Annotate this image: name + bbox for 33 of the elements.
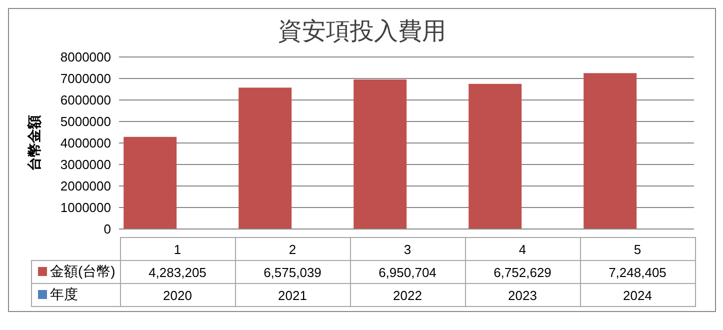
y-tick-label: 7000000 [60, 71, 111, 86]
x-tick-label: 2 [235, 238, 350, 260]
bar [124, 136, 177, 229]
y-tick-label: 2000000 [60, 178, 111, 194]
bar [584, 73, 637, 229]
data-label: 2024 [580, 284, 695, 306]
bar [468, 84, 522, 229]
y-tick-label: 8000000 [60, 50, 111, 65]
data-label: 2020 [120, 284, 235, 306]
y-tick-label: 3000000 [60, 157, 111, 172]
data-label: 7,248,405 [580, 260, 695, 284]
data-label: 6,950,704 [350, 260, 465, 284]
x-tick-label: 5 [580, 238, 695, 260]
data-label: 2021 [235, 284, 350, 306]
y-tick-label: 4000000 [60, 136, 111, 151]
data-label: 2022 [350, 284, 465, 306]
y-tick-label: 6000000 [60, 92, 111, 108]
chart-title: 資安項投入費用 [277, 16, 447, 47]
x-tick-label: 3 [350, 238, 465, 260]
bar [354, 80, 407, 229]
legend-label: 金額(台幣) [32, 260, 120, 284]
y-tick-label: 0 [104, 222, 111, 237]
data-label: 4,283,205 [120, 260, 235, 284]
y-tick-label: 1000000 [60, 200, 111, 216]
y-tick-label: 5000000 [60, 114, 111, 130]
data-label: 6,575,039 [235, 260, 350, 284]
bar [238, 88, 292, 229]
data-label: 6,752,629 [465, 260, 580, 284]
x-tick-label: 1 [120, 238, 235, 260]
legend-label: 年度 [32, 284, 120, 306]
y-axis-title: 台幣金額 [26, 115, 42, 171]
data-label: 2023 [465, 284, 580, 306]
x-tick-label: 4 [465, 238, 580, 260]
